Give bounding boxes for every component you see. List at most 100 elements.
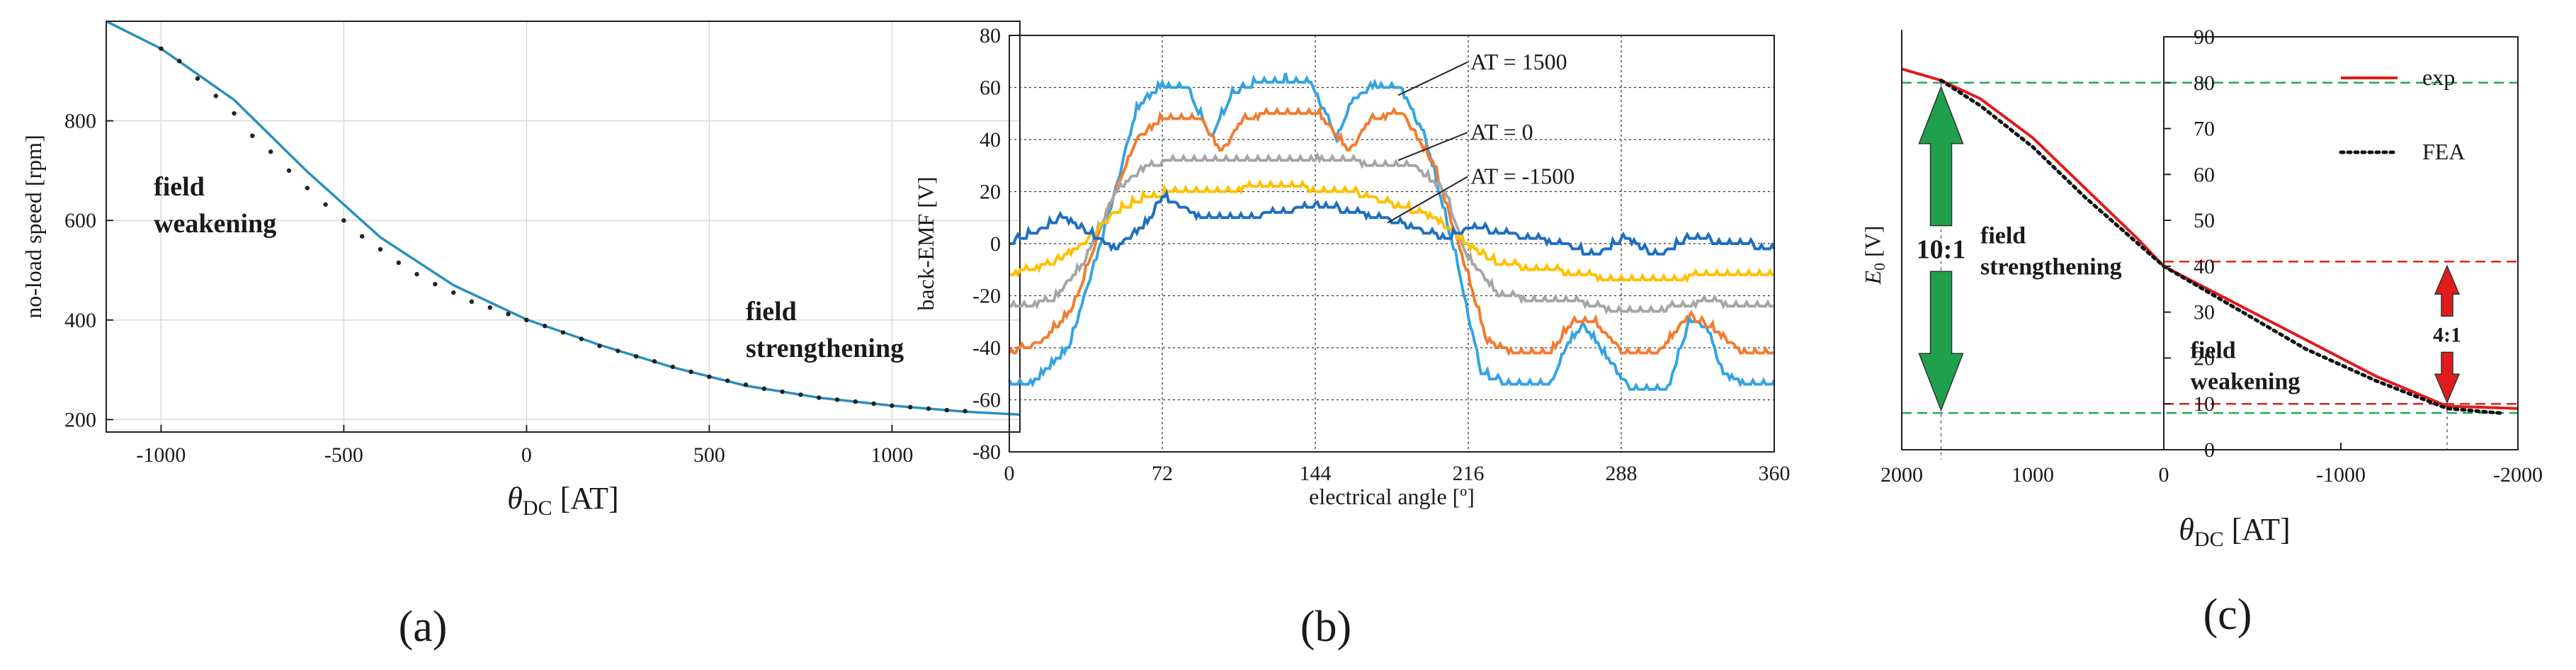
annotation-line: strengthening [1980, 254, 2122, 280]
y-axis-label: back-EMF [V] [913, 176, 938, 310]
legend: exp FEA [2339, 64, 2465, 164]
measured-point [926, 406, 931, 411]
x-axis-label: θDC [AT] [507, 481, 618, 520]
measured-point [177, 59, 182, 64]
y-tick-label: 0 [2204, 438, 2215, 462]
series-layer [106, 21, 1020, 416]
x-tick-label: 216 [1453, 462, 1485, 485]
y-tick-label: 20 [2194, 346, 2215, 370]
annotation-layer: AT = 1500 AT = 0 AT = -1500 [1387, 49, 1574, 224]
measured-point [268, 149, 273, 154]
y-tick-label: 30 [2194, 301, 2215, 324]
measured-point [524, 317, 529, 323]
annotation-leader [1397, 132, 1468, 161]
measured-point [853, 399, 858, 404]
y-axis-label: E0 [V] [1860, 226, 1888, 285]
measured-point [232, 110, 237, 116]
annotation-line: field [154, 172, 205, 202]
series-orange [1008, 106, 1774, 357]
measured-point [579, 336, 584, 341]
measured-point [414, 271, 419, 277]
measured-point [506, 312, 511, 317]
tick-layer: 0 72 144 216 288 360 -80 -60 -40 -20 0 20 40 60 80 [972, 24, 1791, 485]
ratio-arrow-10-1: 10:1 [1917, 85, 1965, 412]
tick-layer: 2000 1000 0 -1000 -2000 0 10 20 30 40 50 60 70 80 90 [1880, 25, 2543, 487]
measured-point [378, 246, 383, 252]
measured-point [634, 353, 639, 359]
x-axis-label: θDC [AT] [2179, 512, 2290, 551]
y-tick-label: -40 [972, 336, 1001, 360]
plot-frame [1009, 35, 1775, 453]
measured-point [817, 395, 822, 400]
y-tick-label: 400 [64, 309, 96, 332]
panel-label: (a) [399, 603, 448, 651]
measured-point [469, 299, 475, 305]
measured-point [487, 305, 492, 310]
grid [106, 21, 1020, 432]
annotation-field-weakening: field weakening [2191, 337, 2300, 394]
arrow-up [2434, 264, 2461, 317]
measured-point [305, 186, 310, 191]
measured-point [195, 76, 200, 81]
x-tick-label: 0 [2159, 463, 2169, 487]
series-light-blue [1008, 72, 1776, 391]
annotation-field-strengthening: field strengthening [1980, 223, 2122, 280]
measured-point [652, 358, 657, 364]
measured-point [963, 409, 968, 414]
x-tick-label: 500 [693, 443, 725, 467]
arrow-down [1918, 271, 1964, 412]
y-tick-label: -60 [972, 389, 1001, 412]
measured-point [543, 324, 547, 329]
x-tick-label: 0 [1004, 462, 1015, 485]
y-axis-label: no-load speed [rpm] [21, 135, 46, 318]
measured-point [890, 403, 895, 408]
x-tick-label: -1000 [2316, 463, 2366, 487]
y-tick-label: 70 [2194, 118, 2215, 141]
measured-point [213, 93, 218, 98]
arrow-up [1918, 85, 1964, 227]
y-tick-label: 10 [2194, 392, 2215, 416]
measured-point [944, 407, 950, 413]
measured-point [433, 282, 438, 287]
x-tick-label: 360 [1759, 462, 1791, 485]
measured-point [780, 389, 785, 394]
annotation-at-1500: AT = -1500 [1470, 163, 1574, 188]
y-tick-label: 40 [980, 128, 1001, 152]
panel-label: (c) [2203, 591, 2252, 639]
legend-label-fea: FEA [2422, 139, 2465, 164]
measured-point [560, 330, 566, 335]
measured-point [798, 392, 803, 397]
annotation-layer: field weakening field strengthening [154, 172, 904, 363]
series-layer [1008, 72, 1776, 391]
y-tick-label: 50 [2194, 209, 2215, 232]
measured-point [725, 378, 730, 383]
y-tick-label: 80 [980, 24, 1001, 47]
annotation-leader [1397, 61, 1468, 96]
x-tick-label: 72 [1152, 462, 1173, 485]
y-tick-label: -80 [972, 441, 1001, 464]
annotation-line: strengthening [746, 334, 904, 363]
measured-point [250, 133, 255, 138]
x-tick-label: 1000 [2012, 463, 2054, 487]
annotation-at-0: AT = 0 [1470, 119, 1533, 144]
measured-point [597, 343, 602, 348]
series-dark-blue [1009, 188, 1776, 256]
annotation-leader [1387, 176, 1468, 224]
annotation-layer: 10:1 4:1 field strengthening field weakening [1917, 85, 2461, 412]
measured-point [323, 202, 328, 207]
tick-layer: -1000 -500 0 500 1000 200 400 600 800 [64, 110, 913, 467]
panel-c: 2000 1000 0 -1000 -2000 0 10 20 30 40 50 60 70 80 90 1… [1860, 25, 2543, 639]
x-axis-label: electrical angle [º] [1309, 484, 1475, 509]
measured-point [670, 364, 675, 370]
ratio-label: 4:1 [2433, 323, 2461, 346]
x-tick-label: -500 [324, 443, 363, 467]
x-tick-label: 0 [521, 443, 532, 467]
y-tick-label: 40 [2194, 255, 2215, 278]
x-tick-label: 2000 [1880, 463, 1923, 487]
y-tick-label: 600 [64, 209, 96, 232]
measured-point [615, 348, 620, 353]
measured-point [286, 168, 292, 174]
x-tick-label: 1000 [870, 443, 913, 467]
